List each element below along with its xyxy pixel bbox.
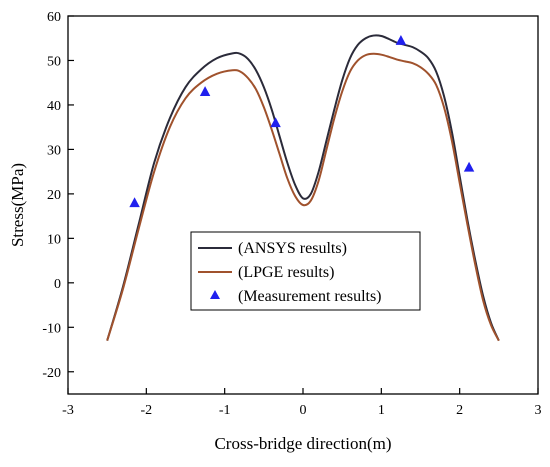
y-tick-label: -10 [42, 321, 61, 336]
y-axis-title: Stress(MPa) [8, 163, 27, 247]
y-tick-label: 10 [47, 232, 61, 247]
y-tick-label: 60 [47, 10, 61, 25]
x-tick-label: 0 [300, 403, 307, 418]
y-tick-label: 40 [47, 99, 61, 114]
measurement-point [199, 86, 211, 96]
legend: (ANSYS results) (LPGE results) (Measurem… [190, 231, 421, 311]
legend-label-lpge: (LPGE results) [238, 264, 334, 281]
x-tick-label: 2 [456, 403, 463, 418]
x-tick-label: 3 [535, 403, 542, 418]
x-axis-title: Cross-bridge direction(m) [214, 434, 391, 453]
legend-swatch-measurement [210, 290, 220, 299]
y-tick-label: 0 [54, 277, 61, 292]
x-tick-label: -2 [140, 403, 152, 418]
y-tick-label: 20 [47, 188, 61, 203]
measurement-point [395, 34, 407, 45]
measurement-point [270, 117, 281, 128]
y-tick-label: 50 [47, 54, 61, 69]
measurement-point [463, 161, 475, 172]
y-tick-label: 30 [47, 143, 61, 158]
x-tick-label: 1 [378, 403, 385, 418]
legend-label-measurement: (Measurement results) [238, 288, 382, 305]
series-line-0 [106, 34, 500, 342]
measurement-point [129, 197, 140, 208]
series-line-1 [106, 52, 500, 342]
y-tick-label: -20 [42, 366, 61, 381]
x-tick-label: -3 [62, 403, 74, 418]
x-tick-label: -1 [219, 403, 231, 418]
legend-label-ansys: (ANSYS results) [238, 240, 347, 257]
series-layer [106, 34, 500, 342]
